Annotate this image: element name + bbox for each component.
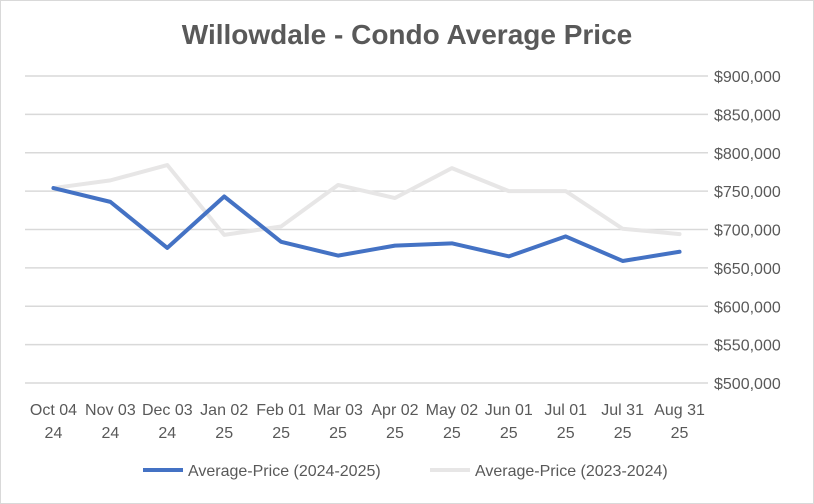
x-tick-label: Oct 04: [30, 402, 77, 419]
x-tick-label-year: 25: [500, 425, 518, 442]
x-tick-label-year: 25: [272, 425, 290, 442]
y-tick-label: $800,000: [714, 146, 781, 163]
x-tick-label: Jan 02: [200, 402, 248, 419]
y-tick-label: $750,000: [714, 184, 781, 201]
y-tick-label: $700,000: [714, 223, 781, 240]
x-tick-label: Feb 01: [256, 402, 306, 419]
x-tick-label: Jul 31: [601, 402, 644, 419]
y-tick-label: $500,000: [714, 376, 781, 393]
y-tick-label: $650,000: [714, 261, 781, 278]
x-tick-label: May 02: [426, 402, 479, 419]
x-tick-label: Dec 03: [142, 402, 193, 419]
x-tick-label-year: 24: [158, 425, 176, 442]
x-tick-label-year: 24: [101, 425, 119, 442]
x-tick-label-year: 24: [45, 425, 63, 442]
x-tick-label: Nov 03: [85, 402, 136, 419]
series-line-0: [51, 186, 682, 263]
x-tick-label: Mar 03: [313, 402, 363, 419]
legend-label: Average-Price (2023-2024): [475, 463, 668, 480]
x-tick-label-year: 25: [329, 425, 347, 442]
x-tick-label: Jun 01: [485, 402, 533, 419]
x-tick-label: Aug 31: [654, 402, 705, 419]
x-tick-label: Apr 02: [371, 402, 418, 419]
y-tick-label: $550,000: [714, 338, 781, 355]
series-line-1: [51, 163, 682, 237]
x-tick-label-year: 25: [671, 425, 689, 442]
y-tick-label: $900,000: [714, 69, 781, 86]
y-tick-label: $600,000: [714, 299, 781, 316]
x-tick-label-year: 25: [557, 425, 575, 442]
y-tick-label: $850,000: [714, 107, 781, 124]
x-tick-label-year: 25: [443, 425, 461, 442]
x-tick-label-year: 25: [614, 425, 632, 442]
x-tick-label-year: 25: [215, 425, 233, 442]
chart-title: Willowdale - Condo Average Price: [182, 19, 632, 50]
x-tick-label-year: 25: [386, 425, 404, 442]
legend-label: Average-Price (2024-2025): [188, 463, 381, 480]
x-tick-label: Jul 01: [544, 402, 587, 419]
